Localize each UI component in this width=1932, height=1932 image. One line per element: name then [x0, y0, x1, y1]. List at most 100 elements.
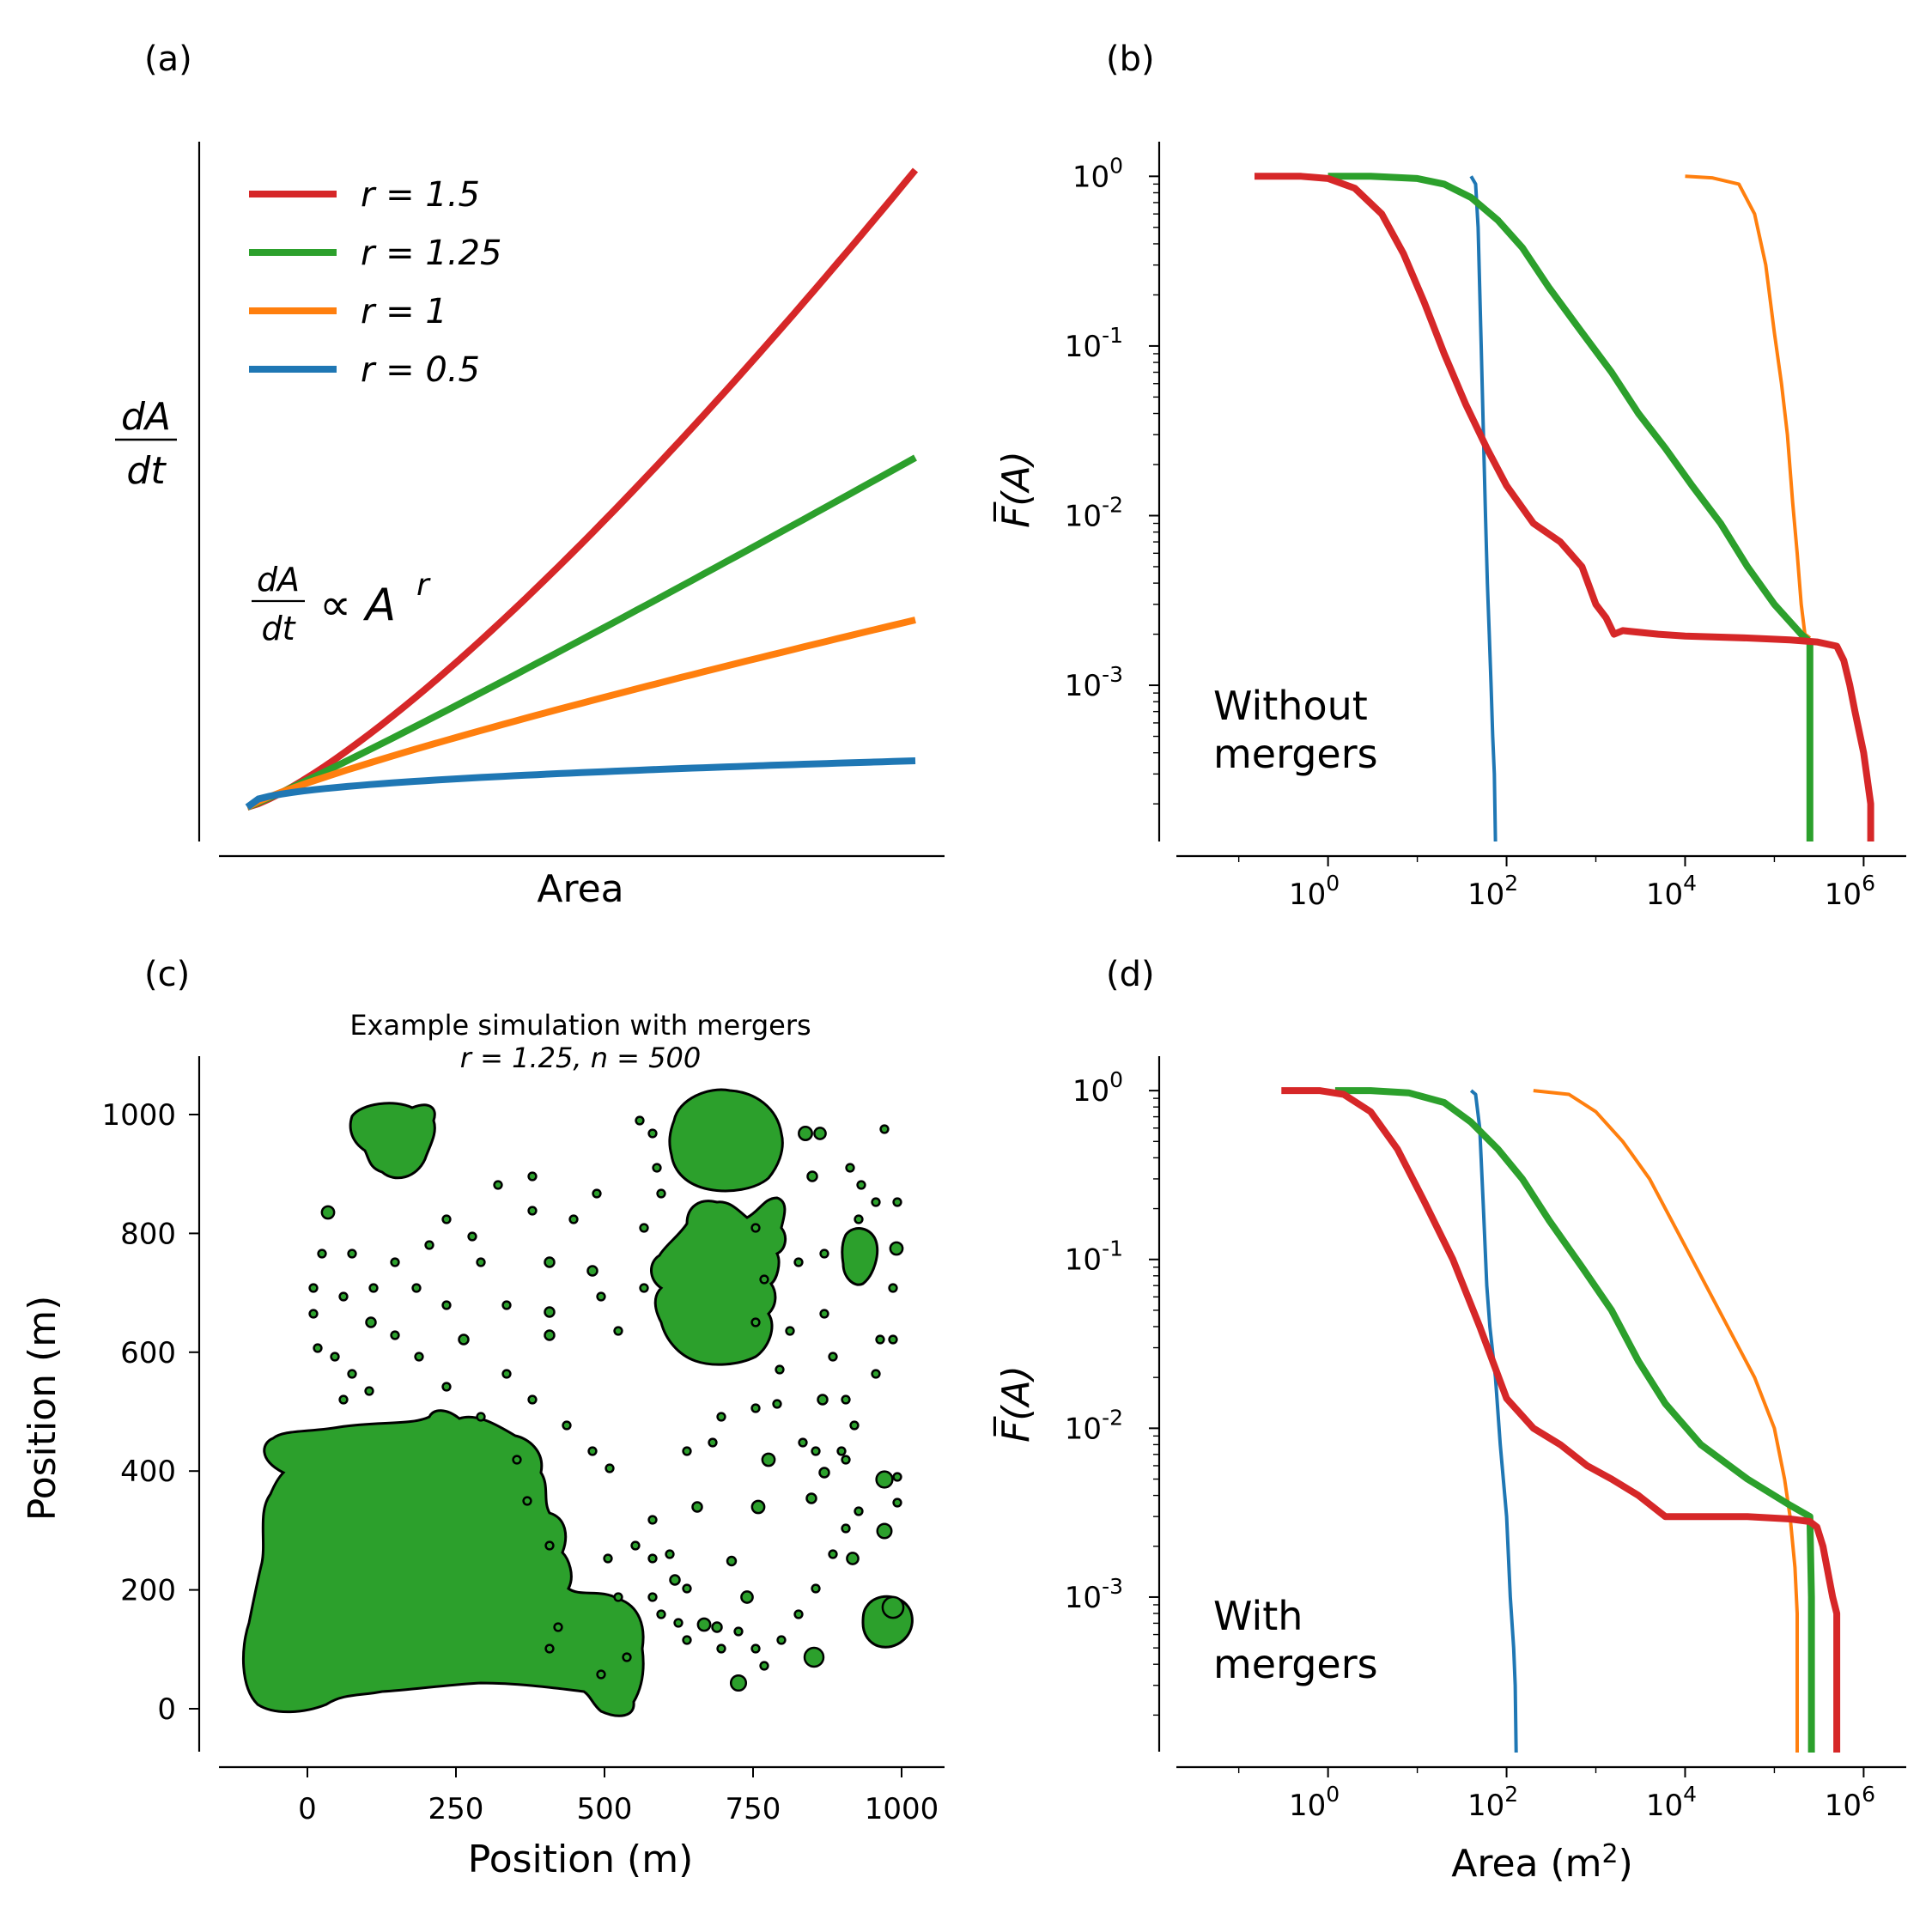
patch-circle [562, 1420, 572, 1431]
growth-curve-r1 [246, 617, 916, 811]
patch-circle [544, 1256, 556, 1268]
ccdf-curve-r1 [1533, 1089, 1799, 1753]
patch-circle [603, 1553, 613, 1564]
ccdf-curve-r0.5 [1469, 175, 1498, 842]
patch-circle [544, 1540, 555, 1551]
y-tick-exp: -3 [1102, 1574, 1123, 1599]
x-tick-label: 104 [1646, 871, 1697, 912]
patch-circle [845, 1163, 855, 1173]
patch-circle [364, 1386, 374, 1396]
patch-circle [308, 1309, 319, 1319]
merged-patch-top-right [668, 1088, 784, 1193]
patch-circle [828, 1352, 838, 1362]
patch-circle [673, 1618, 683, 1628]
panel-d-x-label: Area (m2) [1451, 1839, 1633, 1886]
patch-circle [592, 1188, 602, 1199]
patch-circle [669, 1574, 681, 1586]
panel-a-x-label: Area [537, 867, 623, 911]
x-tick-exp: 0 [1326, 1782, 1340, 1807]
patch-circle [892, 1498, 902, 1508]
panel-label-b: (b) [1106, 39, 1155, 79]
patch-circle [635, 1115, 645, 1126]
patch-circle [817, 1394, 829, 1406]
legend-label-r1: r = 1 [361, 292, 447, 331]
panel-c-map [242, 1088, 914, 1717]
patch-circle [750, 1223, 761, 1233]
patch-circle [750, 1499, 766, 1515]
patch-circle [811, 1446, 821, 1456]
panel-a-legend: r = 1.5 r = 1.25 r = 1 r = 0.5 [249, 175, 501, 390]
formula-exp: r [416, 568, 431, 603]
patch-circle [568, 1214, 579, 1224]
patch-circle [798, 1437, 808, 1448]
patch-circle [338, 1394, 349, 1405]
patch-circle [365, 1316, 377, 1328]
merged-patch-large [242, 1409, 645, 1717]
panel-d-x-label-sup: 2 [1602, 1839, 1619, 1869]
patch-circle [308, 1283, 319, 1293]
patch-circle [347, 1249, 357, 1259]
patch-circle [639, 1223, 649, 1233]
panel-d-x-label-text: Area (m [1451, 1842, 1601, 1886]
patch-circle [441, 1214, 452, 1224]
formula-den: dt [261, 610, 296, 647]
patch-circle [527, 1206, 538, 1216]
patch-circle [879, 1124, 890, 1134]
patch-circle [696, 1617, 712, 1632]
patch-circle [892, 1472, 902, 1482]
patch-circle [467, 1231, 477, 1242]
patch-circle [813, 1127, 827, 1140]
x-tick-exp: 6 [1862, 1782, 1875, 1807]
patch-circle [818, 1467, 830, 1479]
x-tick-label: 250 [428, 1792, 484, 1826]
patch-circle [390, 1257, 400, 1267]
x-tick-label: 1000 [865, 1792, 939, 1826]
patch-circle [819, 1309, 829, 1319]
panel-d-curves [1281, 1087, 1841, 1753]
panel-b-without-mergers: 100 102 104 106 100 10-1 10-2 10-3 F̅(A) Withou… [992, 142, 1906, 912]
panel-d-y-label: F̅(A) [992, 1365, 1038, 1443]
y-tick-exp: -3 [1102, 662, 1123, 687]
y-tick-label: 10-1 [1065, 323, 1123, 364]
patch-circle [330, 1352, 340, 1362]
patch-circle [836, 1446, 847, 1456]
x-tick-label: 102 [1467, 1782, 1518, 1823]
patch-circle [759, 1661, 769, 1671]
patch-circle [522, 1496, 532, 1506]
patch-circle [553, 1622, 563, 1632]
ccdf-curve-r0.5 [1469, 1089, 1518, 1753]
patch-circle [775, 1364, 785, 1375]
patch-circle [793, 1257, 804, 1267]
panel-a-formula: dA dt ∝ A r [252, 561, 431, 647]
y-tick-exp: 0 [1109, 1067, 1123, 1092]
patch-circle [527, 1394, 538, 1405]
patch-circle [347, 1369, 357, 1379]
x-tick-label: 750 [726, 1792, 781, 1826]
patch-circle [622, 1652, 632, 1662]
patch-circle [682, 1583, 692, 1594]
patch-circle [647, 1515, 658, 1525]
panel-d-annotation-line1: With [1213, 1593, 1303, 1639]
panel-b-curves [1255, 173, 1874, 842]
patch-circle [759, 1274, 769, 1285]
panel-c-y-label: Position (m) [21, 1296, 64, 1522]
patch-circle [733, 1626, 744, 1637]
patch-circle [596, 1291, 606, 1302]
patch-circle [871, 1369, 881, 1379]
patch-circle [317, 1249, 327, 1259]
patch-circle [716, 1643, 726, 1654]
panel-d-annotation-line2: mergers [1213, 1641, 1378, 1687]
x-tick-label: 500 [577, 1792, 633, 1826]
panel-c-simulation: Example simulation with mergers r = 1.25… [21, 1009, 945, 1881]
patch-circle [841, 1394, 851, 1405]
y-tick-label: 10-2 [1065, 1405, 1123, 1446]
panel-label-d: (d) [1106, 955, 1155, 994]
patch-circle [424, 1240, 434, 1250]
patch-circle [656, 1188, 666, 1199]
patch-circle [691, 1501, 703, 1513]
panel-a-y-label: dA dt [115, 395, 177, 493]
panel-c-x-label: Position (m) [468, 1838, 694, 1881]
y-tick-exp: 0 [1109, 153, 1123, 178]
panel-c-ticks: 0 250 500 750 1000 0 200 400 600 800 1000 [101, 1098, 939, 1826]
